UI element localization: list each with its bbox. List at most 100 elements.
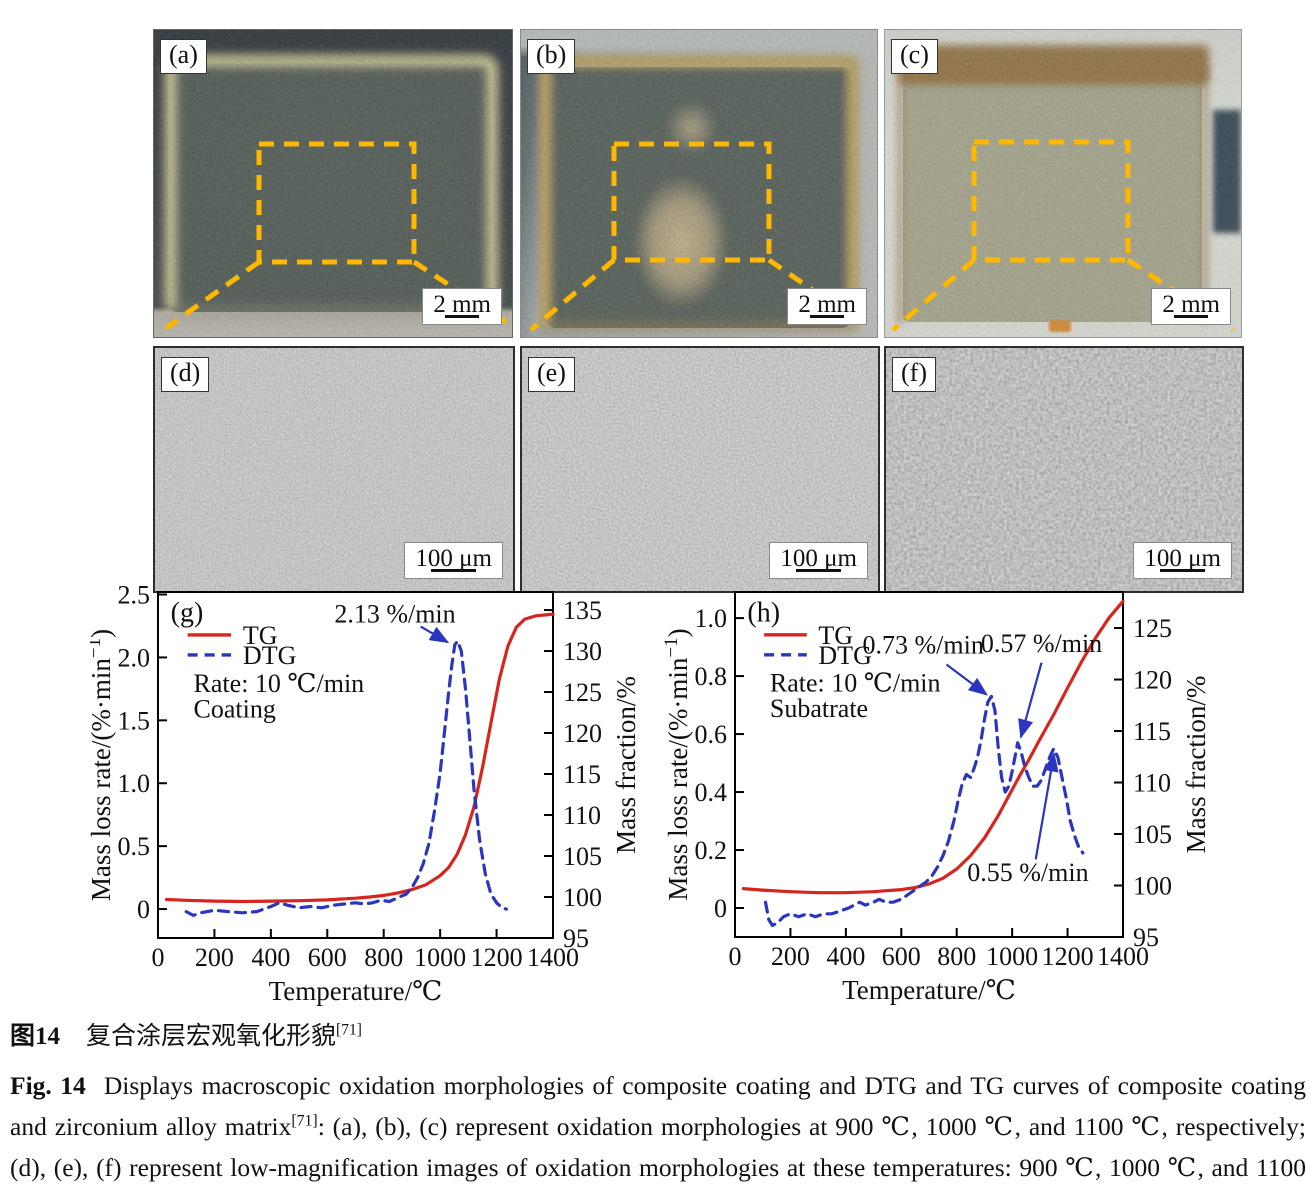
annotation-arrow bbox=[945, 663, 988, 696]
series-dtg bbox=[184, 639, 508, 917]
y-left-tick-label: 2.0 bbox=[118, 643, 151, 672]
zoom-box bbox=[971, 139, 1131, 263]
panel-label-text: (a) bbox=[169, 40, 198, 69]
chart-note: Rate: 10 ℃/min bbox=[194, 669, 365, 698]
scale-bar: 100 μm bbox=[769, 542, 868, 579]
zoom-connector bbox=[891, 258, 976, 332]
x-tick-label: 800 bbox=[364, 943, 403, 972]
scale-line bbox=[431, 569, 476, 572]
sem-panel-f: (f) 100 μm bbox=[884, 346, 1244, 593]
y-right-tick-label: 105 bbox=[563, 842, 602, 871]
chart-note: Rate: 10 ℃/min bbox=[770, 669, 941, 698]
peak-annotation: 0.57 %/min bbox=[981, 629, 1102, 658]
scale-line bbox=[1160, 569, 1205, 572]
sem-panel-d: (d) 100 μm bbox=[153, 346, 515, 593]
caption-zh-reference: [71] bbox=[336, 1021, 362, 1039]
plot-frame bbox=[157, 591, 554, 939]
photo-b-noise-texture bbox=[521, 30, 877, 337]
scale-line bbox=[1174, 315, 1208, 318]
chart-panel-label: (g) bbox=[171, 597, 204, 628]
scale-line bbox=[445, 315, 479, 318]
chart-note: Subatrate bbox=[770, 694, 868, 723]
y-left-axis-label: Mass loss rate/(%·min−1) bbox=[661, 628, 693, 900]
y-right-tick-label: 120 bbox=[1133, 666, 1172, 695]
y-right-tick-label: 110 bbox=[1133, 769, 1171, 798]
y-right-tick-label: 115 bbox=[1133, 717, 1171, 746]
y-left-tick-label: 1.5 bbox=[118, 706, 151, 735]
y-left-tick-label: 2.5 bbox=[118, 581, 151, 610]
panel-label: (b) bbox=[527, 39, 576, 74]
y-left-tick-label: 1.0 bbox=[118, 769, 151, 798]
y-right-axis-label: Mass fraction/% bbox=[1181, 676, 1211, 854]
panel-label: (c) bbox=[891, 39, 938, 74]
y-right-tick-label: 130 bbox=[563, 637, 602, 666]
y-left-axis-label: Mass loss rate/(%·min−1) bbox=[90, 629, 116, 901]
y-left-tick-label: 0 bbox=[714, 894, 727, 923]
y-right-tick-label: 100 bbox=[563, 883, 602, 912]
x-tick-label: 200 bbox=[195, 943, 234, 972]
y-left-tick-label: 0 bbox=[137, 895, 150, 924]
y-left-tick-label: 0.6 bbox=[695, 720, 728, 749]
x-tick-label: 1400 bbox=[1097, 942, 1149, 971]
annotation-arrow bbox=[1018, 662, 1043, 739]
x-tick-label: 400 bbox=[826, 942, 865, 971]
zoom-connector bbox=[529, 258, 616, 332]
zoom-box bbox=[611, 141, 772, 263]
annotation-arrow bbox=[1034, 752, 1059, 860]
photo-panel-a: (a) 2 mm bbox=[153, 29, 513, 338]
panel-label: (e) bbox=[528, 357, 575, 392]
caption-chinese: 图14 复合涂层宏观氧化形貌[71] bbox=[10, 1016, 1306, 1052]
photo-a-noise-texture bbox=[154, 30, 512, 337]
zoom-box bbox=[256, 141, 417, 265]
scale-bar: 2 mm bbox=[1151, 288, 1231, 325]
caption-en-text-1: Displays macroscopic oxidation morpholog… bbox=[10, 1071, 1307, 1141]
annotation-arrow bbox=[420, 625, 450, 644]
y-right-tick-label: 95 bbox=[563, 924, 589, 953]
x-axis-label: Temperature/℃ bbox=[269, 976, 443, 1006]
x-tick-label: 600 bbox=[882, 942, 921, 971]
scale-bar: 2 mm bbox=[787, 288, 867, 325]
scale-bar: 100 μm bbox=[1133, 542, 1232, 579]
x-tick-label: 800 bbox=[937, 942, 976, 971]
x-tick-label: 1000 bbox=[414, 943, 466, 972]
series-dtg bbox=[763, 694, 1085, 927]
caption-zh-number: 图14 bbox=[10, 1023, 61, 1050]
panel-label-text: (c) bbox=[900, 40, 929, 69]
chart-svg-h: 0 200 400 600 800 1000 1200 1400 0 0.2 0.4 0.6 0.8 1.… bbox=[661, 591, 1211, 1005]
chart-svg-g: 0 200 400 600 800 1000 1200 1400 0 0.5 1.0 1.5 2.0 2.… bbox=[84, 581, 641, 1006]
x-tick-label: 0 bbox=[152, 943, 165, 972]
chart-coating-tg-dtg: 0 200 400 600 800 1000 1200 1400 0 0.5 1.0 1.5 2.0 2.… bbox=[84, 580, 655, 1012]
series-tg bbox=[164, 612, 555, 904]
x-tick-label: 200 bbox=[771, 942, 810, 971]
photo-panel-c: (c) 2 mm bbox=[884, 29, 1242, 338]
y-right-tick-label: 120 bbox=[563, 719, 602, 748]
scale-bar-text: 2 mm bbox=[798, 291, 856, 318]
y-right-tick-label: 105 bbox=[1133, 820, 1172, 849]
photo-panel-b: (b) 2 mm bbox=[520, 29, 878, 338]
legend-label-tg: TG bbox=[243, 621, 278, 650]
panel-label-text: (f) bbox=[901, 358, 927, 387]
zoom-connector bbox=[164, 259, 261, 331]
panel-label-text: (b) bbox=[536, 40, 567, 69]
y-right-tick-label: 135 bbox=[563, 596, 602, 625]
caption-en-text-2: : (a), (b), (c) represent oxidation morp… bbox=[10, 1112, 1306, 1198]
y-right-tick-label: 125 bbox=[563, 678, 602, 707]
x-tick-label: 0 bbox=[729, 942, 742, 971]
scale-line bbox=[796, 569, 841, 572]
panel-label: (a) bbox=[160, 39, 207, 74]
y-right-tick-label: 115 bbox=[563, 760, 601, 789]
peak-annotation: 2.13 %/min bbox=[334, 599, 455, 628]
caption-en-reference: [71] bbox=[291, 1112, 318, 1130]
x-tick-label: 1400 bbox=[527, 943, 579, 972]
caption-zh-text: 复合涂层宏观氧化形貌 bbox=[86, 1023, 337, 1050]
x-tick-label: 1200 bbox=[471, 943, 523, 972]
legend-label-dtg: DTG bbox=[818, 641, 871, 670]
y-right-tick-label: 100 bbox=[1133, 872, 1172, 901]
scale-bar-text: 2 mm bbox=[433, 291, 491, 318]
legend-label-tg: TG bbox=[818, 621, 853, 650]
caption-english: Fig. 14 Displays macroscopic oxidation mo… bbox=[10, 1065, 1306, 1198]
y-left-tick-label: 0.5 bbox=[118, 832, 151, 861]
chart-note: Coating bbox=[194, 694, 276, 723]
scale-bar: 2 mm bbox=[422, 288, 502, 325]
